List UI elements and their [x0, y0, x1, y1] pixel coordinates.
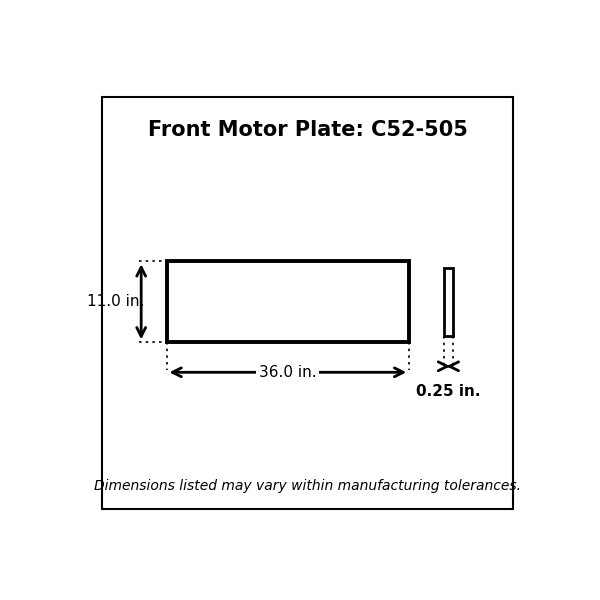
Text: Dimensions listed may vary within manufacturing tolerances.: Dimensions listed may vary within manufa…: [94, 479, 521, 493]
Bar: [444, 268, 453, 336]
Text: 0.25 in.: 0.25 in.: [416, 384, 481, 399]
Text: Front Motor Plate: C52-505: Front Motor Plate: C52-505: [148, 120, 467, 140]
Text: 36.0 in.: 36.0 in.: [259, 365, 317, 380]
Bar: [167, 262, 409, 342]
Text: 11.0 in.: 11.0 in.: [87, 295, 145, 310]
